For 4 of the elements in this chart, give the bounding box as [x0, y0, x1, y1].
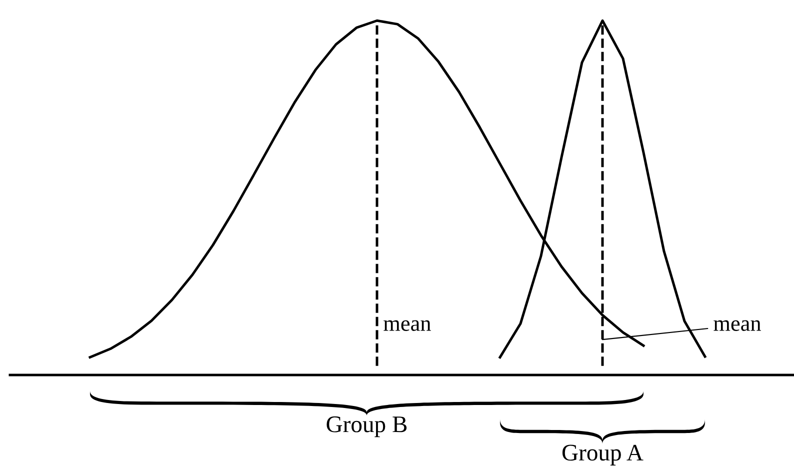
annotation: mean — [384, 320, 431, 331]
text: Group B — [326, 416, 407, 438]
text: Group A — [562, 444, 644, 466]
annotation: mean — [714, 320, 761, 331]
